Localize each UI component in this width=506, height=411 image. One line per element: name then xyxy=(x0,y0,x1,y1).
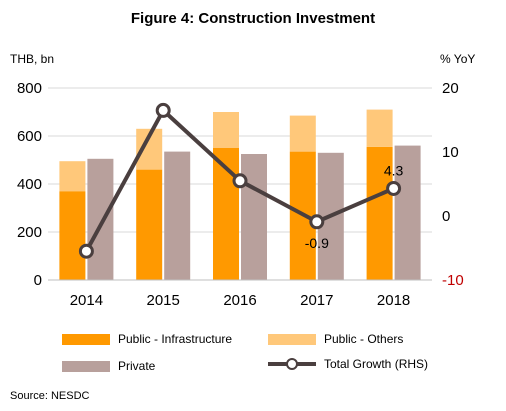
bar-private xyxy=(241,154,267,280)
x-tick-label: 2017 xyxy=(300,292,333,309)
bar-public-others xyxy=(213,112,239,148)
bar-public-infrastructure xyxy=(136,169,163,280)
y-right-tick-label: -10 xyxy=(442,272,464,289)
legend-swatch xyxy=(62,360,110,372)
y-right-axis-label: % YoY xyxy=(440,52,475,66)
bar-private xyxy=(164,151,191,280)
legend-item-public-others: Public - Others xyxy=(268,332,403,346)
y-right-tick-label: 20 xyxy=(442,80,459,97)
chart-title: Figure 4: Construction Investment xyxy=(130,10,376,27)
bar-private xyxy=(394,145,421,280)
bar-public-others xyxy=(289,115,316,152)
source-note: Source: NESDC xyxy=(10,390,90,402)
bar-public-infrastructure xyxy=(366,146,393,280)
legend-swatch xyxy=(62,333,110,345)
y-left-tick-label: 400 xyxy=(17,176,42,193)
bar-public-others xyxy=(366,109,393,147)
point-total-growth xyxy=(155,102,171,118)
point-total-growth xyxy=(309,214,325,230)
legend-swatch xyxy=(268,333,316,345)
x-tick-label: 2016 xyxy=(223,292,256,309)
y-left-tick-label: 200 xyxy=(17,224,42,241)
legend-label: Public - Others xyxy=(324,332,404,346)
y-right-tick-label: 10 xyxy=(442,144,459,161)
x-tick-label: 2015 xyxy=(147,292,180,309)
legend-label: Private xyxy=(118,359,156,373)
legend-label: Total Growth (RHS) xyxy=(324,357,429,371)
x-tick-label: 2014 xyxy=(70,292,103,309)
legend-item-public-infrastructure: Public - Infrastructure xyxy=(62,332,232,346)
point-total-growth xyxy=(232,173,248,189)
point-total-growth xyxy=(386,180,402,196)
y-left-tick-label: 600 xyxy=(17,128,42,145)
x-tick-label: 2018 xyxy=(377,292,410,309)
y-left-tick-label: 0 xyxy=(34,272,42,289)
point-total-growth xyxy=(78,243,94,259)
legend-label: Public - Infrastructure xyxy=(118,332,233,346)
bar-public-others xyxy=(59,161,86,192)
y-left-tick-label: 800 xyxy=(17,80,42,97)
legend-line-swatch xyxy=(268,357,316,371)
y-right-tick-label: 0 xyxy=(442,208,450,225)
y-left-axis-label: THB, bn xyxy=(10,52,54,66)
legend-item-total-growth: Total Growth (RHS) xyxy=(268,357,428,371)
legend-item-private: Private xyxy=(62,359,155,373)
bar-public-infrastructure xyxy=(59,191,86,280)
data-label: 4.3 xyxy=(384,162,404,178)
bar-private xyxy=(87,158,114,280)
data-label: -0.9 xyxy=(305,235,329,251)
